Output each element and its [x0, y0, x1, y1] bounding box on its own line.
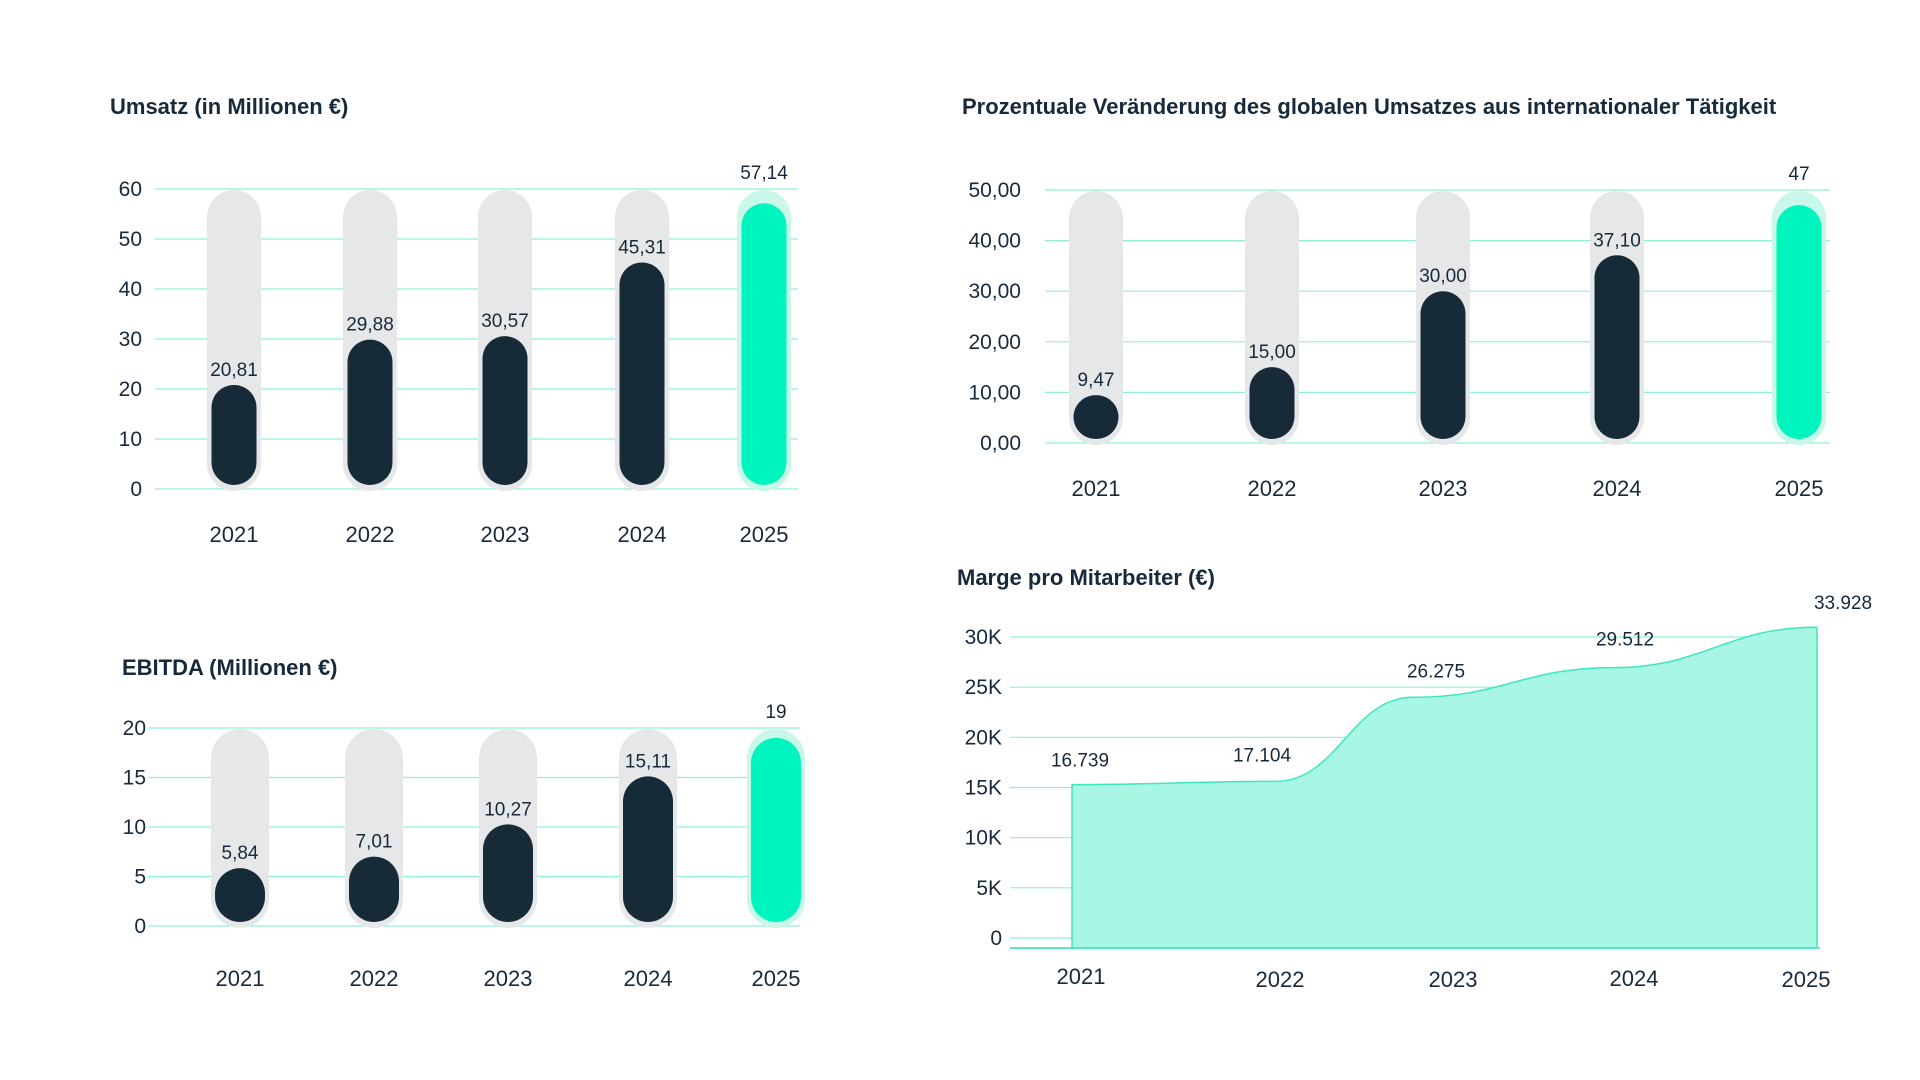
y-tick-label: 25K	[965, 676, 1002, 699]
y-tick-label: 0,00	[980, 432, 1021, 455]
bar-value-label: 29,88	[346, 315, 394, 336]
y-tick-label: 30,00	[968, 280, 1021, 303]
x-tick-label: 2023	[484, 966, 533, 991]
chart-prozent: Prozentuale Veränderung des globalen Ums…	[962, 94, 1830, 501]
bar-value-label: 7,01	[356, 832, 393, 853]
y-tick-label: 10	[119, 428, 142, 451]
y-tick-label: 20K	[965, 726, 1002, 749]
y-tick-label: 60	[119, 178, 142, 201]
bar-value-label: 37,10	[1593, 230, 1641, 251]
x-tick-label: 2021	[1072, 476, 1121, 501]
y-tick-label: 5K	[976, 877, 1002, 900]
bar-value-label: 57,14	[740, 163, 788, 184]
y-tick-label: 30K	[965, 626, 1002, 649]
bar	[211, 384, 257, 485]
area-value-label: 26.275	[1407, 661, 1465, 682]
y-tick-label: 10	[123, 816, 146, 839]
bar	[347, 339, 393, 485]
bar	[623, 776, 673, 922]
bar-value-label: 15,00	[1248, 342, 1296, 363]
bar	[483, 824, 533, 922]
bar	[1420, 291, 1466, 439]
chart-marge: Marge pro Mitarbeiter (€) 0 5K 10K 15K 20K 25…	[957, 565, 1872, 992]
x-tick-label: 2023	[1429, 967, 1478, 992]
chart-marge-title: Marge pro Mitarbeiter (€)	[957, 565, 1215, 590]
y-tick-label: 0	[134, 915, 146, 938]
bar	[482, 336, 528, 485]
y-tick-label: 20	[123, 717, 146, 740]
bar-value-label: 5,84	[222, 843, 259, 864]
area-series	[1010, 626, 1818, 949]
y-tick-label: 20	[119, 378, 142, 401]
bar-value-label: 30,57	[481, 311, 529, 332]
chart-ebitda-title: EBITDA (Millionen €)	[122, 655, 338, 680]
area-value-label: 16.739	[1051, 751, 1109, 772]
x-tick-label: 2023	[1419, 476, 1468, 501]
x-tick-label: 2022	[350, 966, 399, 991]
y-tick-label: 40	[119, 278, 142, 301]
y-tick-label: 50,00	[968, 179, 1021, 202]
bar	[1073, 395, 1119, 439]
y-tick-label: 10K	[965, 827, 1002, 850]
bar	[619, 262, 665, 485]
bar	[741, 203, 787, 486]
y-tick-label: 5	[134, 866, 146, 889]
bar-value-label: 45,31	[618, 237, 666, 258]
area-value-label: 29.512	[1596, 630, 1654, 651]
x-tick-label: 2021	[210, 522, 259, 547]
bar	[215, 868, 265, 922]
bar-track	[1069, 191, 1123, 445]
bar-value-label: 10,27	[484, 799, 532, 820]
x-tick-label: 2024	[1610, 966, 1659, 991]
bar	[1249, 367, 1295, 439]
x-tick-label: 2025	[1775, 476, 1824, 501]
bar	[1594, 255, 1640, 439]
x-tick-label: 2022	[1248, 476, 1297, 501]
y-tick-label: 15K	[965, 777, 1002, 800]
x-tick-label: 2024	[624, 966, 673, 991]
chart-prozent-title: Prozentuale Veränderung des globalen Ums…	[962, 94, 1777, 119]
bar-value-label: 19	[765, 702, 786, 723]
bar	[751, 737, 801, 922]
bar-value-label: 20,81	[210, 360, 258, 381]
chart-ebitda: EBITDA (Millionen €) 0 5 10 15 20 5,84 7,01 10,…	[122, 655, 805, 991]
y-tick-label: 50	[119, 228, 142, 251]
y-tick-label: 30	[119, 328, 142, 351]
area-value-label: 33.928	[1814, 593, 1872, 614]
y-tick-label: 40,00	[968, 230, 1021, 253]
bar-value-label: 15,11	[625, 751, 671, 772]
bar	[349, 856, 399, 922]
y-tick-label: 10,00	[968, 381, 1021, 404]
x-tick-label: 2024	[618, 522, 667, 547]
y-tick-label: 0	[130, 478, 142, 501]
bar-value-label: 30,00	[1419, 266, 1467, 287]
x-tick-label: 2021	[1057, 964, 1106, 989]
bar-value-label: 9,47	[1078, 370, 1115, 391]
chart-umsatz-title: Umsatz (in Millionen €)	[110, 94, 348, 119]
y-tick-label: 15	[123, 767, 146, 790]
chart-umsatz: Umsatz (in Millionen €) 0 10 20 30 40 50 60 20,…	[110, 94, 798, 547]
bar-value-label: 47	[1788, 164, 1809, 185]
y-tick-label: 20,00	[968, 331, 1021, 354]
x-tick-label: 2024	[1593, 476, 1642, 501]
x-tick-label: 2023	[481, 522, 530, 547]
y-tick-label: 0	[990, 927, 1002, 950]
x-tick-label: 2022	[1256, 967, 1305, 992]
x-tick-label: 2021	[216, 966, 265, 991]
x-tick-label: 2025	[1782, 967, 1831, 992]
area-value-label: 17.104	[1233, 745, 1292, 766]
x-tick-label: 2025	[752, 966, 801, 991]
x-tick-label: 2025	[740, 522, 789, 547]
bar	[1776, 205, 1822, 439]
x-tick-label: 2022	[346, 522, 395, 547]
